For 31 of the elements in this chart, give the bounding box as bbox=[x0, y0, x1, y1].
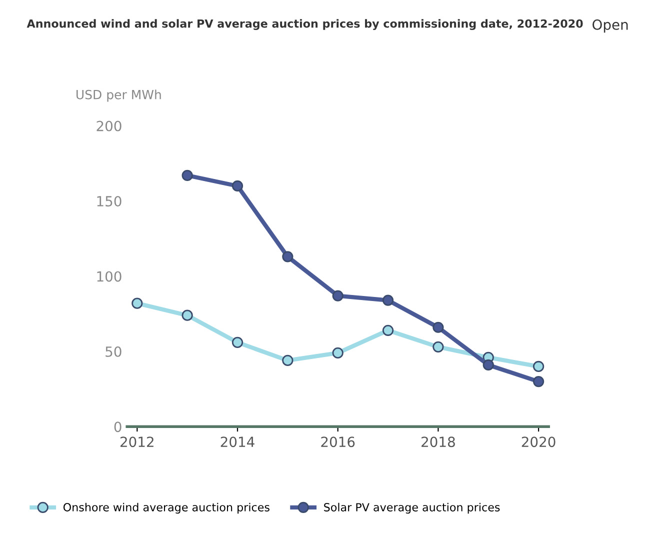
y-tick-label: 100 bbox=[97, 271, 122, 282]
point bbox=[332, 347, 344, 359]
x-tick-label: 2016 bbox=[321, 436, 355, 448]
point bbox=[332, 290, 344, 302]
y-tick-label: 50 bbox=[106, 346, 122, 357]
legend-label: Solar PV average auction prices bbox=[324, 502, 500, 514]
x-tick-label: 2020 bbox=[522, 436, 556, 448]
y-tick-label: 150 bbox=[97, 196, 122, 206]
x-tick-label: 2018 bbox=[422, 436, 455, 448]
point bbox=[382, 294, 394, 306]
point bbox=[432, 322, 444, 333]
text: Open bbox=[592, 19, 628, 33]
point bbox=[132, 298, 143, 309]
y-axis-title: USD per MWh bbox=[76, 90, 161, 102]
x-tick-label: 2014 bbox=[220, 436, 254, 448]
y-tick-label: 0 bbox=[114, 422, 122, 432]
point bbox=[532, 360, 544, 372]
point bbox=[182, 170, 193, 182]
chart-title: Announced wind and solar PV average auction prices by commissioning date, 2012-2020 bbox=[26, 19, 583, 30]
point bbox=[382, 324, 394, 336]
legend-label: Onshore wind average auction prices bbox=[63, 502, 270, 514]
point bbox=[282, 354, 294, 366]
point bbox=[232, 336, 244, 348]
point bbox=[282, 251, 294, 262]
point bbox=[232, 180, 244, 192]
point bbox=[432, 341, 444, 352]
x-tick-label: 2012 bbox=[120, 436, 154, 448]
point bbox=[532, 376, 544, 388]
y-tick-label: 200 bbox=[96, 120, 122, 132]
point bbox=[482, 359, 494, 371]
point bbox=[182, 310, 193, 321]
